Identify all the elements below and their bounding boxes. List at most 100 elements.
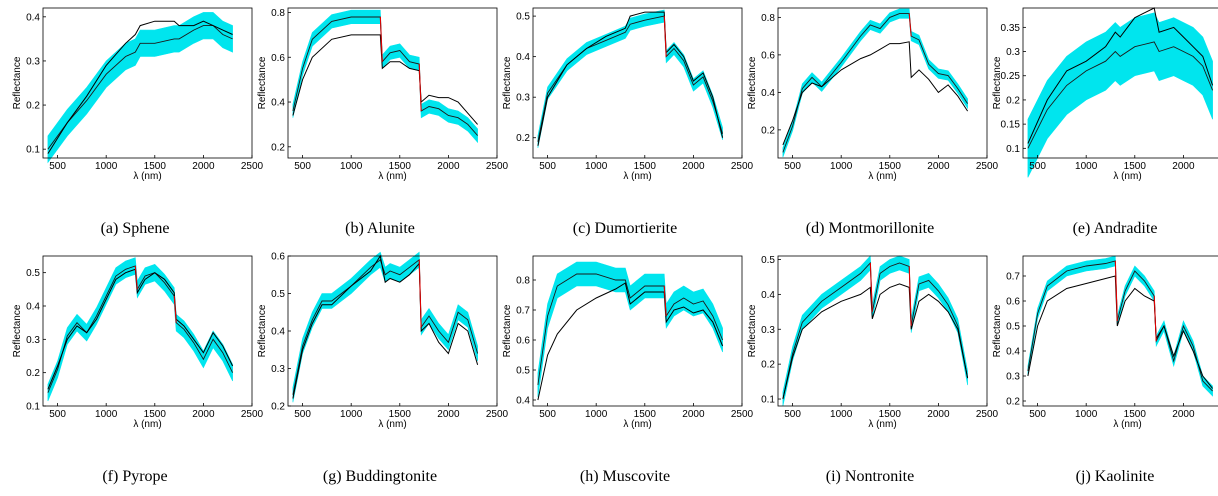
estimated-line: [1027, 260, 1213, 392]
x-tick-label: 500: [539, 409, 556, 420]
y-tick-label: 0.5: [761, 255, 775, 266]
jump-segment: [134, 265, 138, 290]
chart-svg: 500 1000 1500 2000 2500 0.2 0.4 0.6 0.8 λ (nm) Ref…: [257, 7, 509, 182]
estimated-line: [537, 273, 724, 386]
y-tick-label: 0.8: [761, 13, 775, 24]
plot-frame: [1022, 7, 1218, 159]
y-tick-label: 0.2: [26, 368, 40, 379]
x-tick-label: 500: [1029, 409, 1046, 420]
estimated-line: [47, 265, 234, 393]
y-tick-label: 0.4: [271, 98, 285, 109]
y-tick-label: 0.4: [761, 88, 775, 99]
x-tick-label: 2500: [731, 161, 754, 172]
jump-segment: [663, 16, 667, 57]
x-tick-label: 2000: [437, 161, 460, 172]
x-axis-label: λ (nm): [1113, 171, 1141, 182]
y-tick-label: 0.3: [516, 93, 530, 104]
x-tick-label: 1000: [1075, 161, 1098, 172]
chart-caption: (d) Montmorillonite: [805, 220, 935, 237]
y-tick-label: 0.5: [1006, 322, 1020, 333]
x-tick-label: 2500: [976, 161, 999, 172]
reference-line: [292, 254, 479, 399]
y-tick-label: 0.4: [516, 396, 530, 407]
jump-segment: [173, 295, 177, 323]
jump-segment: [418, 63, 422, 112]
x-tick-label: 1500: [634, 409, 657, 420]
x-tick-label: 2000: [682, 161, 705, 172]
chart-svg: 500 1000 1500 2000 2500 0.2 0.4 0.6 0.8 λ (nm) Ref…: [747, 7, 999, 182]
chart-caption: (c) Dumortierite: [572, 220, 678, 237]
uncertainty-band: [47, 257, 233, 402]
x-tick-label: 2500: [486, 161, 509, 172]
y-tick-label: 0.2: [761, 125, 775, 136]
chart-caption: (g) Buddingtonite: [322, 468, 438, 485]
y-tick-label: 0.3: [26, 56, 40, 67]
x-tick-label: 2000: [682, 409, 705, 420]
plot-frame: [532, 7, 743, 159]
jump-segment: [379, 16, 383, 62]
y-tick-label: 0.2: [1006, 397, 1020, 408]
plot-frame: [287, 7, 498, 159]
x-tick-label: 2500: [241, 161, 264, 172]
x-tick-label: 1000: [95, 409, 118, 420]
x-tick-label: 1500: [879, 409, 902, 420]
x-tick-label: 1000: [585, 409, 608, 420]
x-axis-label: λ (nm): [378, 171, 406, 182]
y-tick-label: 0.5: [26, 268, 40, 279]
y-tick-label: 0.2: [26, 101, 40, 112]
y-tick-label: 0.6: [1006, 297, 1020, 308]
chart-svg: 500 1000 1500 2000 2500 0.1 0.2 0.3 0.4 λ (nm) Ref…: [12, 7, 264, 182]
y-tick-label: 0.5: [271, 289, 285, 300]
y-tick-label: 0.2: [271, 402, 285, 413]
plot-frame: [777, 255, 988, 407]
x-tick-label: 1000: [340, 161, 363, 172]
x-tick-label: 2000: [1172, 161, 1195, 172]
plot-frame: [42, 255, 253, 407]
chart-panel: 500 1000 1500 2000 2500 0.2 0.4 0.6 0.8 λ (nm) Ref…: [257, 0, 509, 244]
chart-caption: (j) Kaolinite: [1075, 468, 1155, 485]
chart-panel: 500 1000 1500 2000 2500 0.1 0.2 0.3 0.4 λ (nm) Ref…: [12, 0, 264, 244]
y-tick-label: 0.4: [1006, 347, 1020, 358]
reference-line: [292, 34, 478, 125]
uncertainty-band: [537, 261, 723, 398]
x-axis-label: λ (nm): [133, 171, 161, 182]
y-tick-label: 0.2: [516, 133, 530, 144]
x-tick-label: 500: [539, 161, 556, 172]
y-tick-label: 0.7: [516, 306, 530, 317]
y-tick-label: 0.7: [1006, 272, 1020, 283]
x-axis-label: λ (nm): [1113, 419, 1141, 430]
x-tick-label: 500: [784, 409, 801, 420]
chart-panel: 500 1000 1500 2000 2500 0.4 0.5 0.6 0.7 0.8 λ (nm)…: [502, 248, 754, 492]
chart-panel: 500 1000 1500 2000 2500 0.1 0.2 0.3 0.4 0.5 λ (nm)…: [12, 248, 264, 492]
x-tick-label: 2000: [1172, 409, 1195, 420]
estimated-line: [1027, 41, 1214, 149]
x-tick-label: 1000: [1075, 409, 1098, 420]
x-axis-label: λ (nm): [378, 419, 406, 430]
y-tick-label: 0.35: [1001, 23, 1021, 34]
x-tick-label: 500: [49, 409, 66, 420]
uncertainty-band: [292, 9, 478, 144]
chart-caption: (i) Nontronite: [825, 468, 915, 485]
chart-caption: (h) Muscovite: [579, 468, 671, 485]
y-tick-label: 0.6: [271, 252, 285, 263]
estimated-line: [782, 13, 968, 153]
x-tick-label: 2500: [976, 409, 999, 420]
x-tick-label: 1500: [389, 161, 412, 172]
y-tick-label: 0.6: [271, 53, 285, 64]
y-axis-label: Reflectance: [502, 56, 513, 109]
x-tick-label: 2500: [241, 409, 264, 420]
estimated-line: [47, 25, 233, 150]
y-tick-label: 0.3: [761, 325, 775, 336]
y-axis-label: Reflectance: [257, 56, 268, 109]
reference-line: [1027, 275, 1213, 389]
y-tick-label: 0.6: [761, 50, 775, 61]
x-tick-label: 1000: [340, 409, 363, 420]
reference-line: [782, 283, 969, 400]
y-axis-label: Reflectance: [747, 304, 758, 357]
y-tick-label: 0.3: [1006, 47, 1020, 58]
y-tick-label: 0.3: [26, 335, 40, 346]
chart-svg: 500 1000 1500 2000 2500 0.1 0.2 0.3 0.4 0.5 λ (nm)…: [12, 255, 264, 430]
y-tick-label: 0.1: [761, 395, 775, 406]
reference-line: [47, 268, 234, 390]
reference-line: [782, 41, 969, 146]
